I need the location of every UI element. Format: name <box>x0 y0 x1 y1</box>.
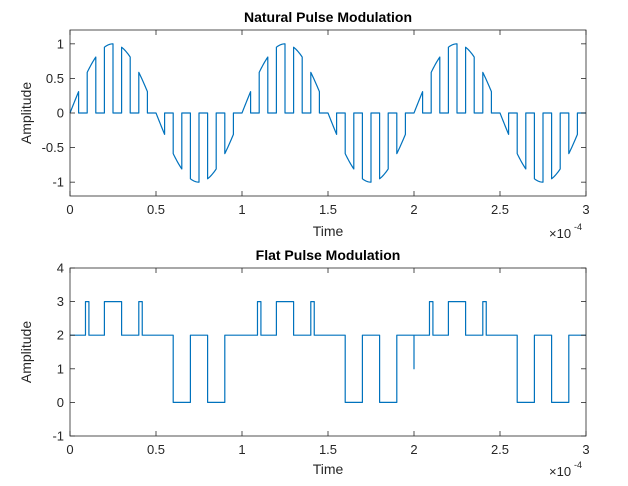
x-tick-label: 0.5 <box>147 202 165 217</box>
x-tick-label: 0 <box>66 442 73 457</box>
natural-pulse-subplot: Natural Pulse Modulation Time Amplitude … <box>18 9 590 241</box>
plot-area <box>70 268 586 436</box>
chart-title: Natural Pulse Modulation <box>244 9 412 25</box>
y-axis-label: Amplitude <box>18 321 34 383</box>
y-axis-label: Amplitude <box>18 82 34 144</box>
signal-line <box>69 43 586 183</box>
plot-marks <box>69 43 586 183</box>
x-tick-label: 0 <box>66 202 73 217</box>
x-axis-label: Time <box>313 223 344 239</box>
x-tick-label: 3 <box>582 442 589 457</box>
y-tick-label: -1 <box>52 429 64 444</box>
x-exponent-multiplier: ×10 <box>549 226 571 241</box>
x-tick-label: 2.5 <box>491 442 509 457</box>
x-tick-label: 1.5 <box>319 442 337 457</box>
x-exponent-power: -4 <box>574 222 582 232</box>
x-exponent-power: -4 <box>574 460 582 470</box>
y-tick-label: 1 <box>57 36 64 51</box>
chart-title: Flat Pulse Modulation <box>256 247 401 263</box>
y-tick-label: 3 <box>57 294 64 309</box>
x-tick-label: 2 <box>410 202 417 217</box>
x-tick-label: 1 <box>238 202 245 217</box>
y-tick-label: -0.5 <box>42 140 64 155</box>
y-tick-label: 4 <box>57 261 64 276</box>
x-tick-label: 1 <box>238 442 245 457</box>
y-tick-label: 0 <box>57 395 64 410</box>
x-tick-label: 0.5 <box>147 442 165 457</box>
signal-line <box>70 301 586 403</box>
x-tick-label: 2 <box>410 442 417 457</box>
x-tick-label: 3 <box>582 202 589 217</box>
y-tick-label: 1 <box>57 361 64 376</box>
x-tick-label: 1.5 <box>319 202 337 217</box>
plot-marks <box>70 301 586 403</box>
x-exponent-multiplier: ×10 <box>549 464 571 479</box>
y-tick-label: 0 <box>57 106 64 121</box>
flat-pulse-subplot: Flat Pulse Modulation Time Amplitude ×10… <box>18 247 590 479</box>
y-tick-label: -1 <box>52 175 64 190</box>
y-tick-label: 0.5 <box>46 71 64 86</box>
x-axis-label: Time <box>313 461 344 477</box>
x-tick-label: 2.5 <box>491 202 509 217</box>
y-tick-label: 2 <box>57 328 64 343</box>
